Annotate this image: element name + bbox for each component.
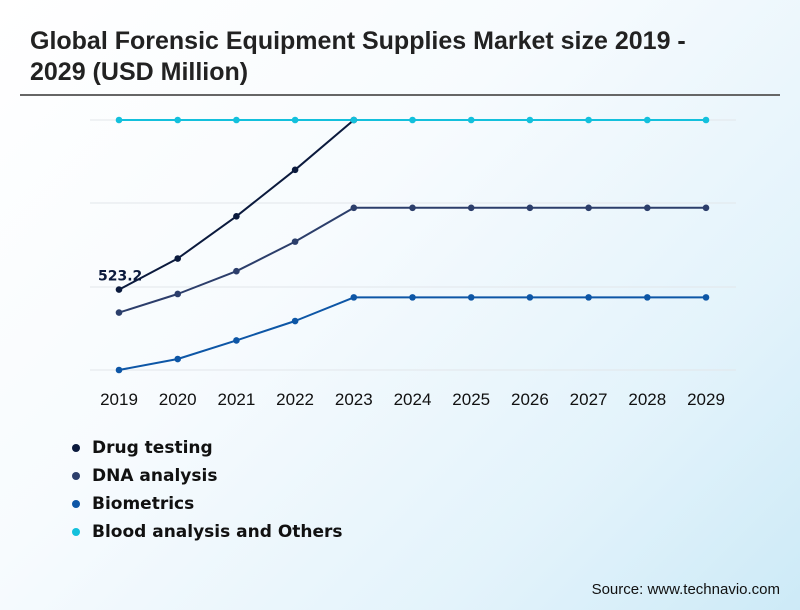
data-label: 523.2 [98,269,142,285]
x-tick-label-2023: 2023 [335,390,373,409]
data-point-dna-analysis-2020 [174,290,181,298]
legend-marker-icon [72,528,80,536]
series-lines [118,119,706,371]
data-point-biometrics-2022 [291,317,299,325]
source-note: Source: www.technavio.com [591,581,780,598]
data-point-dna-analysis-2027 [585,204,592,212]
x-tick-label-2028: 2028 [628,390,666,409]
data-point-dna-analysis-2019 [115,309,123,316]
legend-label: Biometrics [92,494,195,514]
data-point-drug-testing-2021 [233,212,240,220]
legend-marker-icon [72,444,80,452]
legend-item: Blood analysis and Others [72,518,343,546]
data-point-dna-analysis-2025 [467,204,475,212]
x-tick-label-2020: 2020 [159,390,197,409]
data-point-dna-analysis-2028 [644,204,651,212]
data-point-dna-analysis-2022 [291,238,299,245]
x-tick-label-2025: 2025 [452,390,490,409]
data-point-biometrics-2023 [350,294,358,301]
data-point-blood-analysis-and-others-2024 [409,116,416,124]
x-tick-label-2021: 2021 [217,390,255,409]
series-line-biometrics [118,296,706,371]
x-tick-label-2024: 2024 [394,390,432,409]
data-point-dna-analysis-2024 [409,204,416,212]
legend-label: Drug testing [92,438,213,458]
data-point-biometrics-2028 [644,294,651,301]
data-point-dna-analysis-2029 [702,204,710,212]
legend: Drug testing DNA analysis Biometrics Blood … [72,434,343,546]
data-point-drug-testing-2019 [115,286,123,293]
data-labels: 523.2 [98,269,142,285]
legend-label: Blood analysis and Others [92,522,343,542]
data-point-biometrics-2029 [702,294,710,301]
x-tick-label-2019: 2019 [100,390,138,409]
x-tick-label-2027: 2027 [570,390,608,409]
data-point-biometrics-2019 [115,366,123,374]
legend-item: Drug testing [72,434,343,462]
title-divider [20,94,780,96]
x-axis-ticks: 2019 2020 2021 2022 2023 2024 2025 2026 2027 2028… [100,390,725,409]
legend-marker-icon [72,472,80,480]
data-point-biometrics-2024 [409,294,416,301]
data-point-blood-analysis-and-others-2023 [350,116,358,124]
series-points [115,116,710,374]
data-point-biometrics-2020 [174,355,181,363]
data-point-blood-analysis-and-others-2021 [233,116,240,124]
data-point-blood-analysis-and-others-2027 [585,116,592,124]
data-point-drug-testing-2022 [291,166,299,174]
data-point-blood-analysis-and-others-2029 [702,116,710,124]
data-point-biometrics-2021 [233,337,240,344]
x-tick-label-2022: 2022 [276,390,314,409]
data-point-blood-analysis-and-others-2026 [526,116,534,124]
data-point-biometrics-2027 [585,294,592,301]
data-point-blood-analysis-and-others-2019 [115,116,123,124]
legend-item: Biometrics [72,490,343,518]
legend-label: DNA analysis [92,466,218,486]
data-point-drug-testing-2020 [174,255,181,262]
data-point-blood-analysis-and-others-2025 [467,116,475,124]
data-point-blood-analysis-and-others-2022 [291,116,299,124]
data-point-blood-analysis-and-others-2028 [644,116,651,124]
chart-title: Global Forensic Equipment Supplies Marke… [30,27,686,86]
legend-item: DNA analysis [72,462,343,490]
x-tick-label-2029: 2029 [687,390,725,409]
x-tick-label-2026: 2026 [511,390,549,409]
series-line-drug-testing [118,119,355,291]
data-point-blood-analysis-and-others-2020 [174,116,181,124]
legend-marker-icon [72,500,80,508]
data-point-biometrics-2026 [526,294,534,301]
gridlines [90,119,736,371]
data-point-dna-analysis-2023 [350,204,358,212]
data-point-biometrics-2025 [467,294,475,301]
data-point-dna-analysis-2026 [526,204,534,212]
data-point-dna-analysis-2021 [233,267,240,275]
